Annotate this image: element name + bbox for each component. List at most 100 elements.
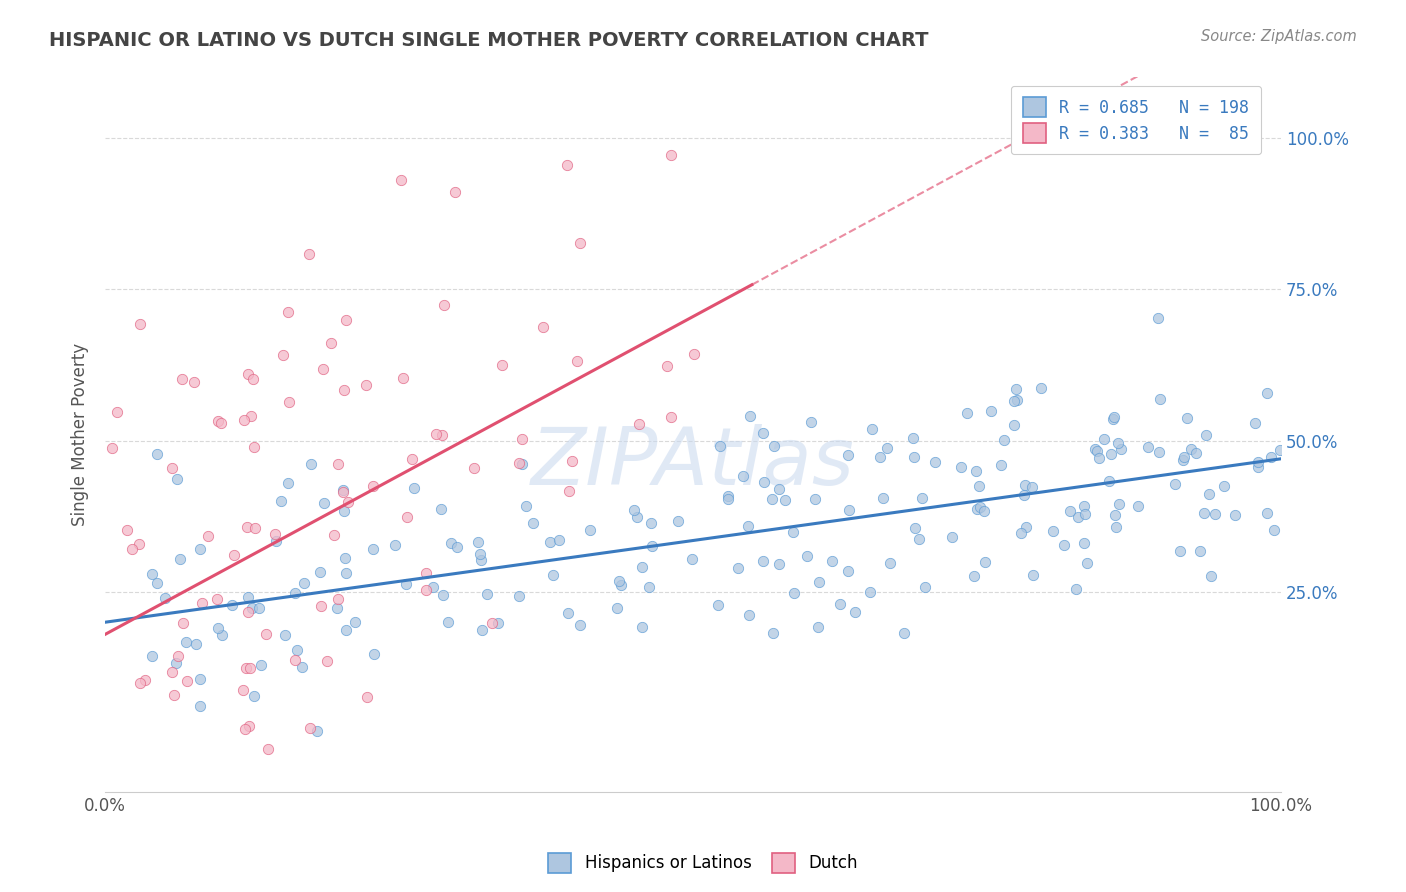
Point: [1092, 432, 1115, 446]
Point: [160, 461, 183, 475]
Point: [965, 464, 987, 478]
Point: [1244, 416, 1267, 430]
Point: [337, 494, 360, 508]
Point: [238, 590, 260, 604]
Point: [773, 493, 796, 508]
Point: [1085, 443, 1108, 458]
Point: [657, 359, 679, 373]
Point: [284, 652, 307, 666]
Point: [207, 621, 229, 635]
Point: [806, 619, 828, 633]
Point: [207, 414, 229, 428]
Point: [567, 353, 589, 368]
Point: [415, 582, 437, 597]
Point: [1073, 499, 1095, 513]
Point: [924, 455, 946, 469]
Point: [727, 560, 749, 574]
Point: [312, 496, 335, 510]
Point: [1102, 409, 1125, 424]
Point: [1059, 504, 1081, 518]
Point: [105, 405, 128, 419]
Point: [879, 556, 901, 570]
Point: [188, 698, 211, 713]
Point: [128, 537, 150, 551]
Point: [129, 317, 152, 331]
Point: [782, 525, 804, 540]
Point: [134, 673, 156, 687]
Point: [335, 566, 357, 580]
Point: [191, 596, 214, 610]
Point: [1171, 453, 1194, 467]
Point: [389, 172, 412, 186]
Point: [637, 581, 659, 595]
Point: [326, 591, 349, 606]
Point: [555, 158, 578, 172]
Point: [969, 500, 991, 515]
Point: [236, 605, 259, 619]
Point: [167, 648, 190, 663]
Point: [1263, 523, 1285, 537]
Point: [221, 598, 243, 612]
Point: [233, 412, 256, 426]
Point: [862, 422, 884, 436]
Point: [969, 479, 991, 493]
Point: [1042, 524, 1064, 539]
Point: [837, 564, 859, 578]
Point: [903, 450, 925, 464]
Point: [430, 427, 453, 442]
Point: [941, 530, 963, 544]
Point: [328, 457, 350, 471]
Point: [444, 185, 467, 199]
Point: [243, 440, 266, 454]
Point: [343, 615, 366, 629]
Point: [768, 482, 790, 496]
Point: [277, 476, 299, 491]
Point: [768, 557, 790, 571]
Point: [796, 549, 818, 563]
Point: [396, 510, 419, 524]
Point: [356, 377, 378, 392]
Point: [1004, 417, 1026, 432]
Point: [361, 542, 384, 557]
Point: [319, 336, 342, 351]
Point: [717, 491, 740, 506]
Point: [100, 442, 122, 456]
Point: [640, 516, 662, 530]
Point: [402, 482, 425, 496]
Point: [955, 406, 977, 420]
Point: [568, 236, 591, 251]
Point: [1002, 393, 1025, 408]
Point: [205, 592, 228, 607]
Point: [1111, 442, 1133, 456]
Point: [254, 627, 277, 641]
Point: [538, 535, 561, 549]
Point: [1247, 459, 1270, 474]
Legend: Hispanics or Latinos, Dutch: Hispanics or Latinos, Dutch: [541, 847, 865, 880]
Point: [1105, 520, 1128, 534]
Point: [828, 598, 851, 612]
Point: [298, 722, 321, 736]
Point: [184, 637, 207, 651]
Point: [309, 599, 332, 614]
Point: [659, 148, 682, 162]
Point: [1076, 556, 1098, 570]
Point: [1005, 392, 1028, 407]
Text: HISPANIC OR LATINO VS DUTCH SINGLE MOTHER POVERTY CORRELATION CHART: HISPANIC OR LATINO VS DUTCH SINGLE MOTHE…: [49, 31, 929, 50]
Point: [463, 461, 485, 475]
Point: [1149, 392, 1171, 407]
Point: [197, 529, 219, 543]
Point: [631, 560, 654, 574]
Point: [1175, 410, 1198, 425]
Point: [211, 628, 233, 642]
Point: [391, 371, 413, 385]
Point: [432, 588, 454, 602]
Point: [277, 305, 299, 319]
Point: [737, 607, 759, 622]
Point: [111, 809, 134, 823]
Point: [153, 591, 176, 605]
Text: ZIPAtlas: ZIPAtlas: [531, 424, 855, 502]
Point: [361, 479, 384, 493]
Point: [1074, 507, 1097, 521]
Point: [762, 439, 785, 453]
Point: [630, 620, 652, 634]
